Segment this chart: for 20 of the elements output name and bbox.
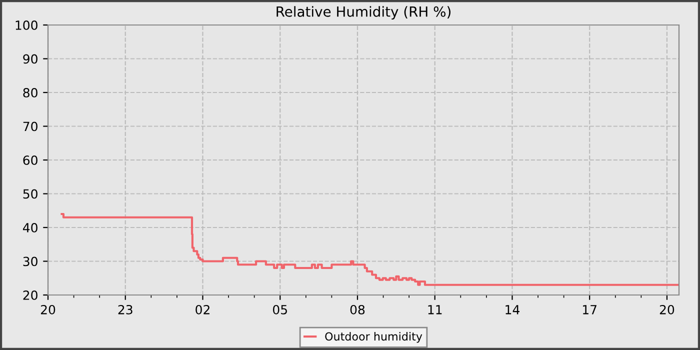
- legend-label: Outdoor humidity: [325, 332, 422, 343]
- x-tick-label: 02: [196, 304, 210, 314]
- x-tick-label: 05: [272, 304, 287, 314]
- y-tick-label: 60: [23, 155, 38, 165]
- y-tick-label: 100: [16, 20, 38, 30]
- x-tick-label: 11: [428, 305, 442, 314]
- x-tick-label: 14: [506, 305, 520, 314]
- y-tick-label: 90: [23, 54, 38, 64]
- y-tick-label: 70: [23, 122, 38, 132]
- y-tick-label: 30: [23, 256, 38, 266]
- y-tick-label: 20: [23, 290, 38, 300]
- x-tick-label: 08: [350, 304, 365, 314]
- y-tick-label: 80: [23, 88, 38, 98]
- y-tick-label: 50: [23, 189, 38, 199]
- x-tick-label: 23: [118, 304, 132, 314]
- chart-title: Relative Humidity (RH %): [276, 6, 450, 20]
- y-tick-label: 40: [22, 222, 38, 232]
- x-tick-label: 20: [660, 304, 674, 314]
- x-tick-label: 17: [583, 305, 596, 314]
- x-tick-label: 20: [40, 304, 56, 314]
